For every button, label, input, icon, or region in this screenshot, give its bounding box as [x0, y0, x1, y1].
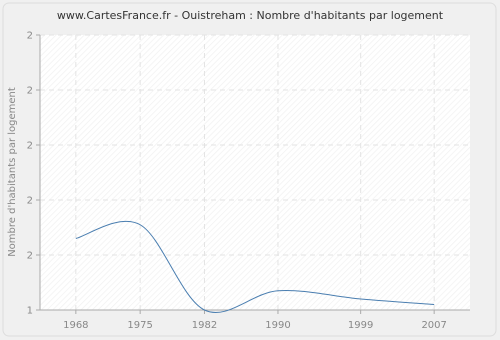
y-tick-label: 2	[27, 86, 33, 97]
plot-hatch	[40, 35, 470, 310]
y-tick-label: 1	[27, 306, 33, 317]
chart-title: www.CartesFrance.fr - Ouistreham : Nombr…	[57, 9, 444, 22]
y-tick-label: 2	[27, 141, 33, 152]
x-tick-label: 1982	[192, 320, 217, 331]
x-tick-label: 1968	[63, 320, 88, 331]
x-tick-label: 1999	[348, 320, 373, 331]
y-tick-label: 2	[27, 31, 33, 42]
y-tick-label: 2	[27, 251, 33, 262]
y-axis-label: Nombre d'habitants par logement	[7, 87, 18, 257]
x-tick-label: 1990	[265, 320, 290, 331]
line-series	[75, 220, 435, 313]
y-tick-label: 2	[27, 196, 33, 207]
x-tick-label: 2007	[421, 320, 446, 331]
x-tick-label: 1975	[127, 320, 152, 331]
